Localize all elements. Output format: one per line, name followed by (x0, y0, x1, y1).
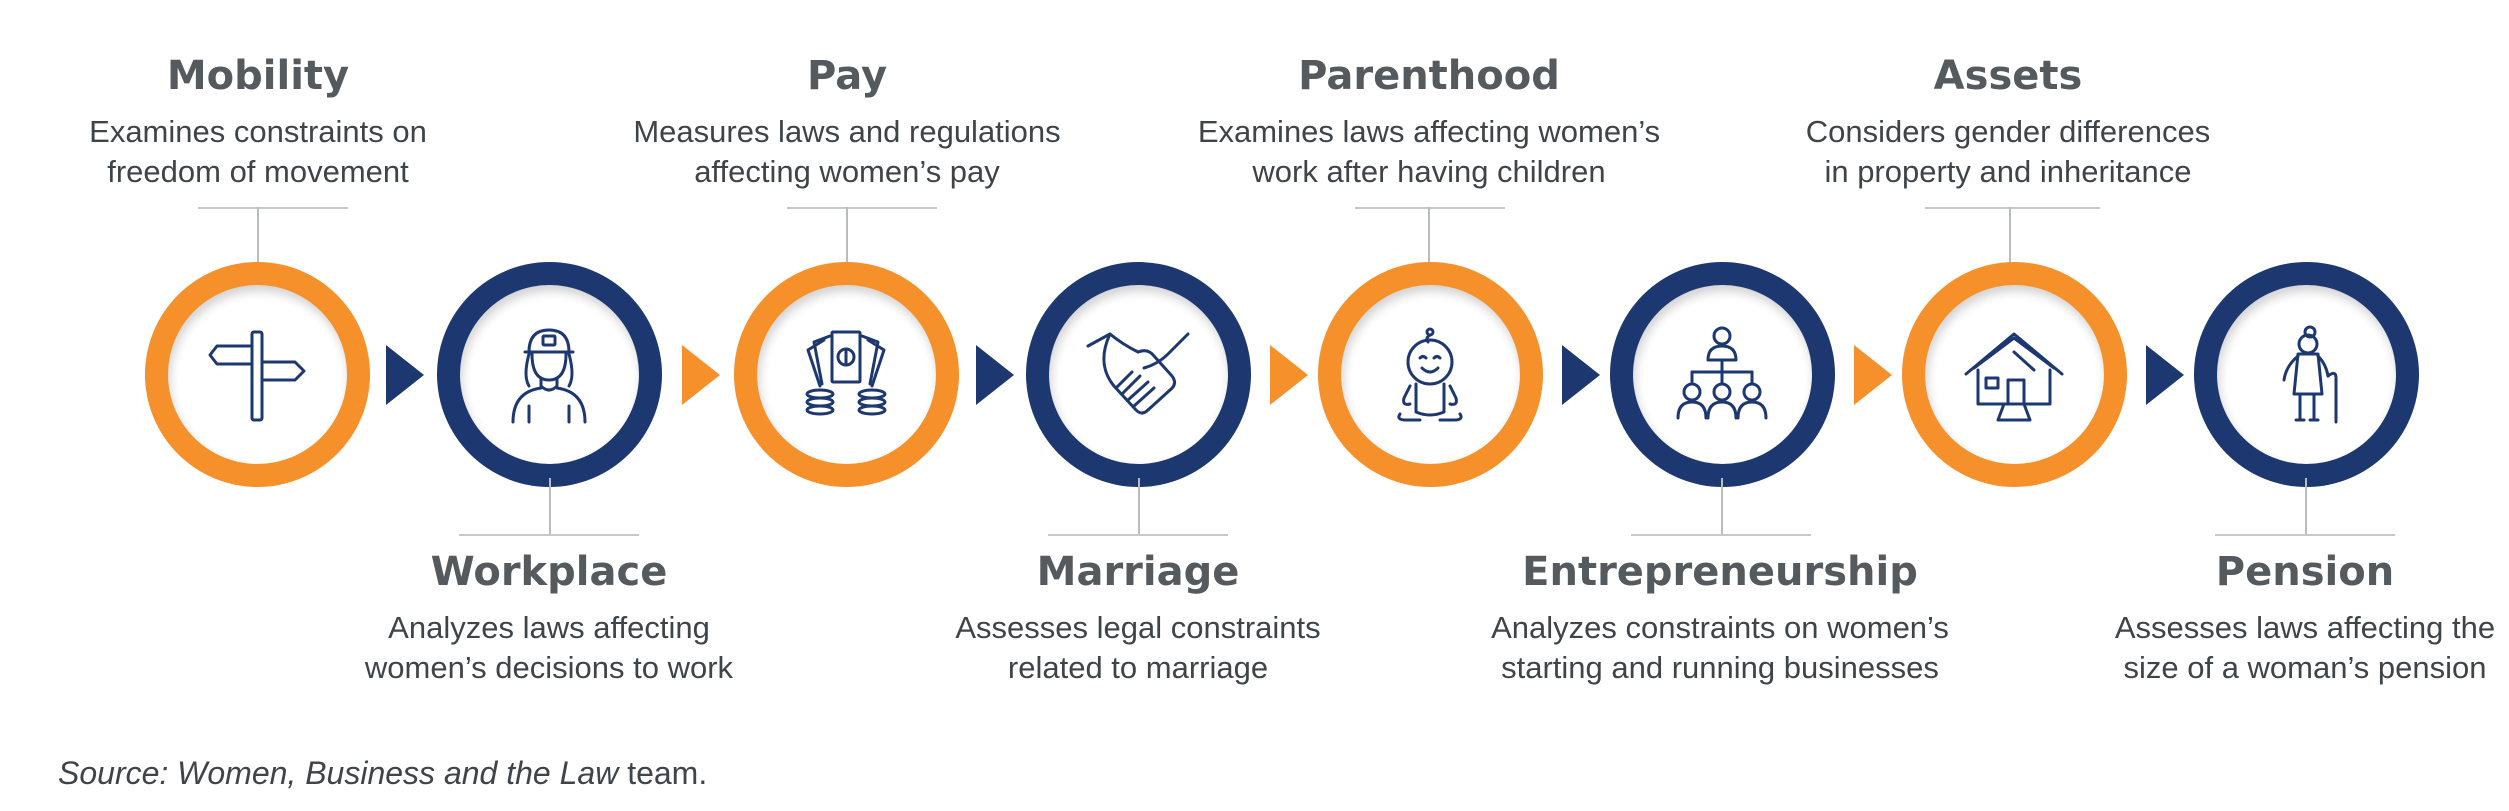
divider-line (2215, 534, 2395, 536)
divider-line (1355, 207, 1505, 209)
woman-worker-icon (499, 324, 599, 424)
divider-line (1048, 534, 1228, 536)
flow-arrow (1270, 345, 1308, 405)
step-desc-pension: Assesses laws affecting the size of a wo… (2025, 608, 2509, 688)
desc-line: Examines laws affecting women’s (1197, 114, 1661, 149)
pay-circle (734, 262, 959, 487)
step-title-parenthood: Parenthood (1298, 53, 1560, 99)
connector-line (257, 207, 259, 265)
desc-line: Assesses laws affecting the (2114, 610, 2496, 645)
desc-line: freedom of movement (107, 154, 409, 189)
connector-line (1138, 478, 1140, 536)
connector-line (549, 478, 551, 536)
circle-inner (757, 285, 936, 464)
step-desc-entrepreneurship: Analyzes constraints on women’s starting… (1440, 608, 2000, 688)
circle-inner (460, 285, 639, 464)
desc-line: starting and running businesses (1501, 650, 1939, 685)
signpost-icon (207, 324, 307, 424)
desc-line: Analyzes constraints on women’s (1491, 610, 1949, 645)
flow-arrow (2146, 345, 2184, 405)
circle-inner (2217, 285, 2396, 464)
entrepreneurship-circle (1610, 262, 1835, 487)
parenthood-circle (1318, 262, 1543, 487)
connector-line (2305, 478, 2307, 536)
assets-circle (1902, 262, 2127, 487)
flow-arrow (682, 345, 720, 405)
desc-line: Examines constraints on (89, 114, 427, 149)
step-desc-assets: Considers gender differences in property… (1728, 112, 2288, 192)
step-title-pension: Pension (2215, 549, 2395, 595)
step-title-assets: Assets (1933, 53, 2083, 99)
circle-inner (168, 285, 347, 464)
desc-line: women’s decisions to work (364, 650, 734, 685)
circle-inner (1925, 285, 2104, 464)
divider-line (198, 207, 348, 209)
circle-inner (1049, 285, 1228, 464)
source-note: Source: Women, Business and the Law team… (58, 755, 707, 792)
divider-line (787, 207, 937, 209)
mobility-circle (145, 262, 370, 487)
handshake-icon (1086, 324, 1190, 424)
divider-line (459, 534, 639, 536)
circle-inner (1633, 285, 1812, 464)
desc-line: affecting women’s pay (694, 154, 1000, 189)
source-prefix: Source: (58, 755, 178, 791)
connector-line (1721, 478, 1723, 536)
desc-line: size of a woman’s pension (2123, 650, 2487, 685)
flow-arrow (386, 345, 424, 405)
desc-line: Measures laws and regulations (633, 114, 1061, 149)
circle-inner (1341, 285, 1520, 464)
desc-line: work after having children (1252, 154, 1606, 189)
org-chart-icon (1672, 324, 1772, 424)
flow-arrow (1562, 345, 1600, 405)
desc-line: Analyzes laws affecting (388, 610, 710, 645)
marriage-circle (1026, 262, 1251, 487)
step-title-pay: Pay (806, 53, 888, 99)
step-desc-workplace: Analyzes laws affecting women’s decision… (269, 608, 829, 688)
divider-line (1925, 207, 2100, 209)
source-title: Women, Business and the Law (177, 755, 619, 791)
desc-line: Assesses legal constraints (955, 610, 1321, 645)
pension-circle (2194, 262, 2419, 487)
elderly-woman-icon (2256, 324, 2356, 424)
desc-line: in property and inheritance (1824, 154, 2192, 189)
step-title-marriage: Marriage (1036, 549, 1240, 595)
step-desc-parenthood: Examines laws affecting women’s work aft… (1149, 112, 1709, 192)
flow-arrow (1854, 345, 1892, 405)
flow-arrow (976, 345, 1014, 405)
step-desc-marriage: Assesses legal constraints related to ma… (858, 608, 1418, 688)
money-icon (796, 324, 896, 424)
step-title-mobility: Mobility (166, 53, 350, 99)
divider-line (1631, 534, 1811, 536)
desc-line: related to marriage (1007, 650, 1269, 685)
connector-line (846, 207, 848, 265)
step-title-workplace: Workplace (430, 549, 668, 595)
baby-icon (1380, 324, 1480, 424)
connector-line (1428, 207, 1430, 265)
connector-line (2009, 207, 2011, 265)
step-desc-mobility: Examines constraints on freedom of movem… (0, 112, 538, 192)
source-suffix: team. (618, 755, 708, 791)
step-title-entrepreneurship: Entrepreneurship (1522, 549, 1918, 595)
workplace-circle (437, 262, 662, 487)
step-desc-pay: Measures laws and regulations affecting … (567, 112, 1127, 192)
desc-line: Considers gender differences (1805, 114, 2211, 149)
house-icon (1964, 324, 2064, 424)
